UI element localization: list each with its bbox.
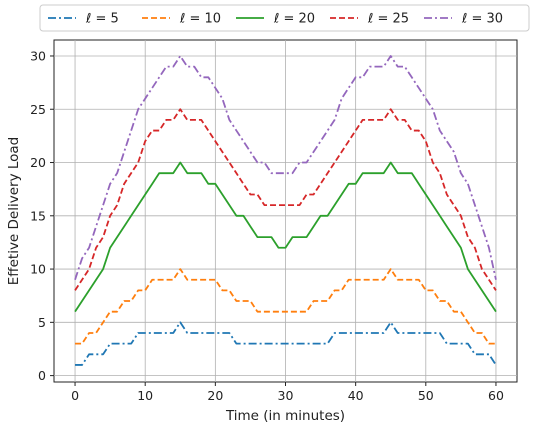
x-tick-label: 10 — [137, 388, 153, 403]
y-tick-label: 0 — [38, 368, 46, 383]
series-line-3 — [74, 161, 497, 313]
series-line-5 — [74, 55, 497, 281]
x-tick-label: 0 — [71, 388, 79, 403]
y-tick-label: 20 — [30, 155, 46, 170]
series-lines — [74, 55, 497, 366]
x-tick-label: 40 — [348, 388, 364, 403]
x-axis-title: Time (in minutes) — [225, 408, 345, 424]
axes: 0 10 20 30 40 50 60 0 5 10 15 20 25 30 — [30, 48, 504, 403]
legend-label-2: ℓ = 10 — [179, 12, 221, 27]
legend-frame — [39, 4, 530, 32]
x-tick-label: 50 — [418, 388, 434, 403]
y-tick-label: 10 — [30, 262, 46, 277]
x-tick-label: 20 — [207, 388, 223, 403]
series-line-4 — [74, 108, 497, 291]
x-tick-label: 30 — [278, 388, 294, 403]
legend-label-5: ℓ = 30 — [461, 12, 503, 27]
y-tick-label: 25 — [30, 102, 46, 117]
grid — [54, 40, 517, 382]
legend-label-4: ℓ = 25 — [367, 12, 409, 27]
y-tick-label: 5 — [38, 315, 46, 330]
x-tick-label: 60 — [488, 388, 504, 403]
legend-label-3: ℓ = 20 — [273, 12, 315, 27]
y-axis-title: Effetive Delivery Load — [6, 137, 22, 285]
series-line-1 — [75, 321, 497, 366]
legend: ℓ = 5 ℓ = 10 ℓ = 20 ℓ = 25 ℓ = 30 — [39, 4, 530, 32]
series-line-2 — [75, 268, 496, 345]
legend-label-1: ℓ = 5 — [85, 12, 119, 27]
y-tick-label: 30 — [30, 48, 46, 63]
y-tick-label: 15 — [30, 208, 46, 223]
plot-area: 0 10 20 30 40 50 60 0 5 10 15 20 25 30 — [30, 39, 518, 403]
